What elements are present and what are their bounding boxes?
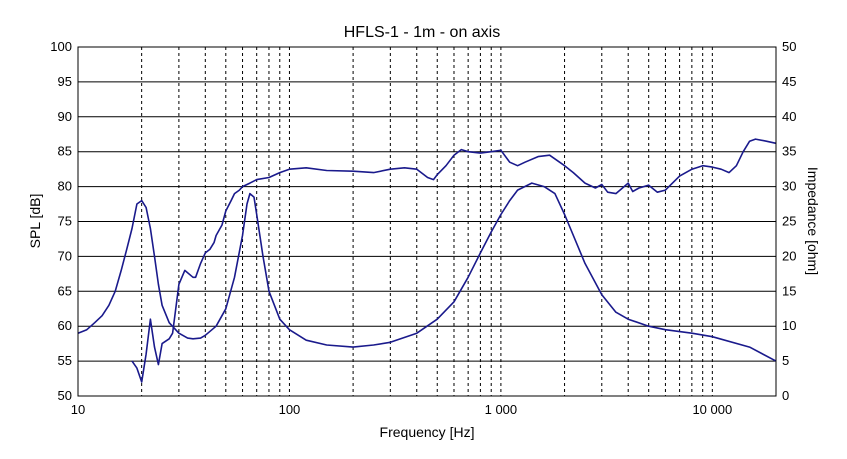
y-tick-label: 85: [58, 144, 72, 159]
impedance-line: [77, 182, 777, 362]
tick-labels: 1009590858075706560555050454035302520151…: [50, 39, 796, 417]
y2-tick-label: 35: [782, 144, 796, 159]
plot-frame: [77, 46, 777, 397]
series-lines: [77, 138, 777, 383]
chart-title: HFLS-1 - 1m - on axis: [344, 24, 500, 41]
y-tick-label: 50: [58, 388, 72, 403]
x-tick-label: 1 000: [485, 402, 518, 417]
y-tick-label: 80: [58, 179, 72, 194]
x-axis-label: Frequency [Hz]: [380, 424, 475, 440]
y-tick-label: 55: [58, 353, 72, 368]
y2-axis-label: Impedance [ohm]: [805, 167, 821, 275]
y2-tick-label: 10: [782, 318, 796, 333]
x-tick-label: 100: [279, 402, 301, 417]
x-tick-label: 10 000: [692, 402, 732, 417]
y2-tick-label: 5: [782, 353, 789, 368]
y2-tick-label: 40: [782, 109, 796, 124]
y-tick-label: 95: [58, 74, 72, 89]
y2-tick-label: 50: [782, 39, 796, 54]
spl-line: [131, 138, 777, 383]
y-tick-label: 100: [50, 39, 72, 54]
y2-tick-label: 0: [782, 388, 789, 403]
y-tick-label: 65: [58, 283, 72, 298]
y-tick-label: 75: [58, 214, 72, 229]
y-tick-label: 60: [58, 318, 72, 333]
y2-tick-label: 45: [782, 74, 796, 89]
x-tick-label: 10: [71, 402, 85, 417]
grid: [78, 47, 776, 396]
y2-tick-label: 30: [782, 179, 796, 194]
y2-tick-label: 15: [782, 283, 796, 298]
y2-tick-label: 25: [782, 214, 796, 229]
y-tick-label: 70: [58, 248, 72, 263]
y-axis-label: SPL [dB]: [27, 194, 43, 249]
y2-tick-label: 20: [782, 248, 796, 263]
y-tick-label: 90: [58, 109, 72, 124]
